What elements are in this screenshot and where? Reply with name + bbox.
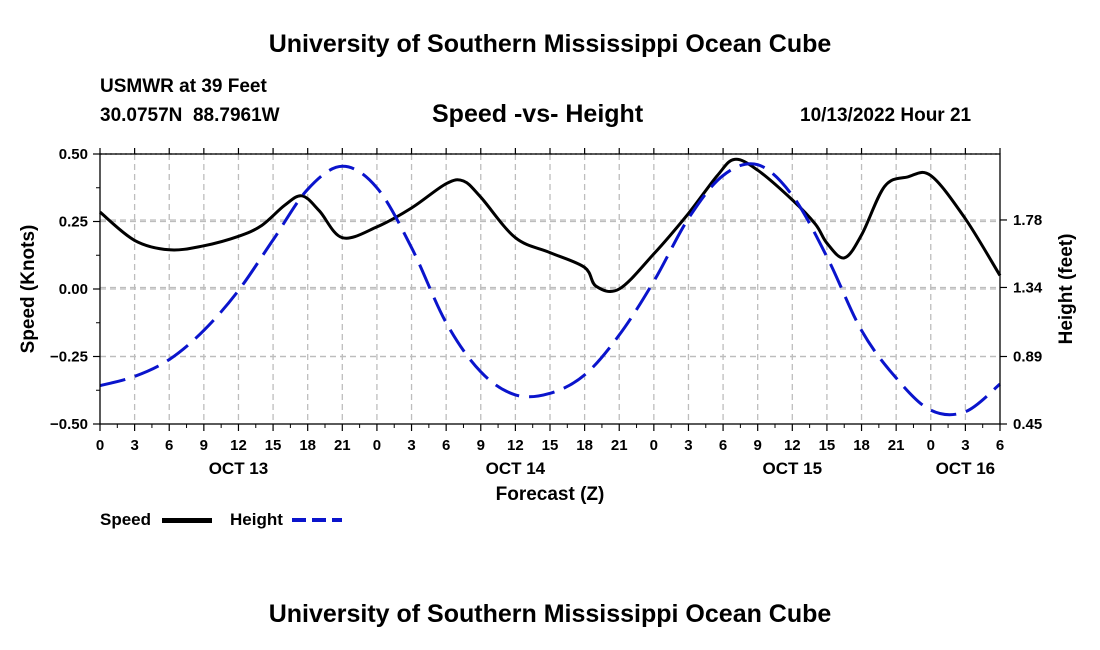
series-line-speed bbox=[99, 157, 1002, 293]
x-tick-label: 18 bbox=[576, 437, 593, 454]
y-axis-title-left: Speed (Knots) bbox=[18, 225, 39, 354]
series-line-height bbox=[99, 162, 1001, 417]
y-axis-title-right: Height (feet) bbox=[1056, 234, 1077, 345]
x-date-label: OCT 15 bbox=[763, 459, 823, 478]
x-tick-label: 6 bbox=[996, 437, 1004, 454]
x-tick-label: 6 bbox=[719, 437, 727, 454]
x-tick-label: 18 bbox=[299, 437, 316, 454]
station-label: USMWR at 39 Feet bbox=[100, 76, 267, 97]
x-date-label: OCT 13 bbox=[209, 459, 269, 478]
y-left-tick-label: 0.00 bbox=[59, 281, 88, 298]
x-tick-label: 15 bbox=[542, 437, 559, 454]
y-right-tick-label: 1.78 bbox=[1013, 212, 1042, 229]
x-tick-label: 9 bbox=[200, 437, 208, 454]
legend-speed-label: Speed bbox=[100, 510, 152, 529]
legend-height-label: Height bbox=[230, 510, 283, 529]
x-tick-label: 15 bbox=[265, 437, 282, 454]
coordinates-label: 30.0757N 88.7961W bbox=[100, 105, 280, 126]
x-tick-label: 12 bbox=[507, 437, 524, 454]
page-title-bottom: University of Southern Mississippi Ocean… bbox=[268, 600, 832, 628]
y-left-tick-label: −0.25 bbox=[50, 349, 88, 366]
x-tick-label: 0 bbox=[650, 437, 658, 454]
legend-speed-swatch bbox=[162, 518, 212, 523]
axis-ticks bbox=[93, 148, 1007, 431]
grid-lines bbox=[100, 153, 1000, 424]
x-tick-label: 9 bbox=[754, 437, 762, 454]
datetime-label: 10/13/2022 Hour 21 bbox=[800, 105, 972, 126]
x-tick-label: 3 bbox=[684, 437, 692, 454]
x-tick-label: 12 bbox=[230, 437, 247, 454]
x-tick-label: 21 bbox=[611, 437, 628, 454]
x-tick-label: 21 bbox=[334, 437, 351, 454]
axis-labels: 0 3 6 9 12 15 18 21 0 3 6 9 12 15 18 21 0 3 6 9 12 15 18 21 0 3 60… bbox=[18, 146, 1077, 505]
y-left-tick-label: 0.50 bbox=[59, 146, 88, 163]
x-tick-label: 21 bbox=[888, 437, 905, 454]
x-tick-label: 9 bbox=[477, 437, 485, 454]
x-tick-label: 3 bbox=[407, 437, 415, 454]
y-left-tick-label: 0.25 bbox=[59, 214, 88, 231]
x-date-label: OCT 14 bbox=[486, 459, 546, 478]
x-tick-label: 0 bbox=[96, 437, 104, 454]
x-axis-title: Forecast (Z) bbox=[496, 484, 605, 505]
speed-height-chart: 0 3 6 9 12 15 18 21 0 3 6 9 12 15 18 21 0 3 6 9 12 15 18 21 0 3 60… bbox=[18, 146, 1077, 505]
legend-height-swatch bbox=[292, 518, 342, 522]
x-tick-label: 3 bbox=[961, 437, 969, 454]
y-right-tick-label: 0.89 bbox=[1013, 349, 1042, 366]
x-tick-label: 6 bbox=[442, 437, 450, 454]
series-lines bbox=[99, 157, 1002, 417]
y-left-tick-label: −0.50 bbox=[50, 416, 88, 433]
x-tick-label: 3 bbox=[130, 437, 138, 454]
page-title-top: University of Southern Mississippi Ocean… bbox=[268, 30, 832, 58]
y-right-tick-label: 0.45 bbox=[1013, 416, 1042, 433]
x-tick-label: 18 bbox=[853, 437, 870, 454]
x-tick-label: 0 bbox=[927, 437, 935, 454]
y-right-tick-label: 1.34 bbox=[1013, 279, 1043, 296]
x-tick-label: 0 bbox=[373, 437, 381, 454]
x-tick-label: 15 bbox=[819, 437, 836, 454]
chart-subtitle: Speed -vs- Height bbox=[432, 100, 644, 128]
x-tick-label: 6 bbox=[165, 437, 173, 454]
x-date-label: OCT 16 bbox=[936, 459, 996, 478]
x-tick-label: 12 bbox=[784, 437, 801, 454]
